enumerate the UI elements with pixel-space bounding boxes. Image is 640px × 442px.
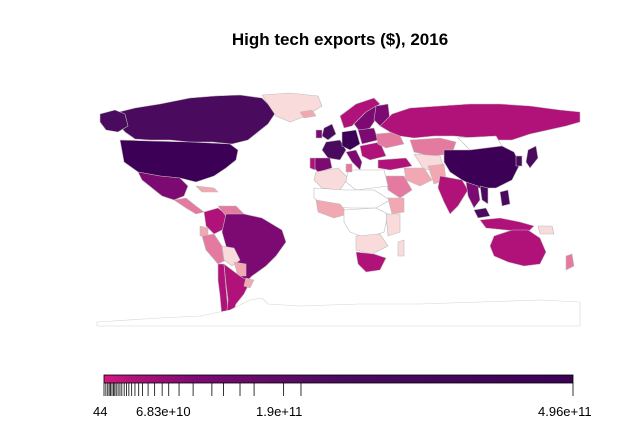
country-japan (525, 145, 539, 169)
map-title: High tech exports ($), 2016 (231, 30, 449, 49)
legend-tick-label: 44 (93, 404, 108, 419)
country-new-zealand (565, 253, 575, 271)
country-iran (403, 167, 433, 187)
country-central-america (173, 197, 205, 215)
legend-rug-ticks (103, 383, 574, 396)
country-korea (515, 155, 523, 167)
country-madagascar (397, 239, 405, 257)
country-italy (345, 149, 363, 171)
country-ireland (315, 129, 323, 139)
country-vietnam (479, 185, 489, 205)
country-portugal (309, 157, 316, 171)
legend-tick-label: 1.9e+11 (256, 404, 303, 419)
country-antarctica (96, 297, 581, 327)
country-uruguay (243, 277, 255, 289)
country-malaysia (473, 207, 491, 219)
country-south-africa (355, 251, 387, 273)
country-iceland (299, 109, 317, 119)
legend-tick-label: 4.96e+11 (538, 404, 592, 419)
country-philippines (499, 189, 511, 207)
country-tunisia (345, 163, 353, 173)
country-ecuador (199, 225, 209, 237)
legend-color-bar (103, 374, 574, 384)
country-russia (379, 103, 581, 141)
country-balkans (359, 141, 387, 161)
country-uk (321, 123, 337, 141)
country-germany (341, 129, 361, 151)
country-canada (114, 94, 277, 145)
country-france (321, 139, 347, 161)
country-ethiopia (387, 197, 405, 215)
legend-tick-label: 6.83e+10 (136, 404, 191, 419)
country-cuba (195, 185, 219, 193)
country-central-africa (343, 207, 389, 239)
country-australia (489, 229, 547, 267)
country-morocco-algeria (313, 167, 349, 191)
country-myanmar-thailand (465, 181, 481, 209)
country-west-africa (315, 199, 349, 219)
country-saudi-arabia (385, 175, 413, 199)
country-paraguay (233, 261, 247, 277)
country-turkey (377, 157, 413, 171)
country-indonesia (479, 217, 535, 233)
country-china (443, 145, 521, 189)
country-angola-zambia (355, 233, 389, 255)
country-india (437, 175, 469, 215)
country-papua (537, 225, 555, 235)
country-poland (357, 127, 379, 145)
country-east-africa (385, 213, 401, 237)
country-mexico (137, 171, 189, 201)
country-usa (119, 139, 239, 183)
country-libya-egypt (345, 169, 389, 191)
country-alaska (99, 109, 129, 133)
